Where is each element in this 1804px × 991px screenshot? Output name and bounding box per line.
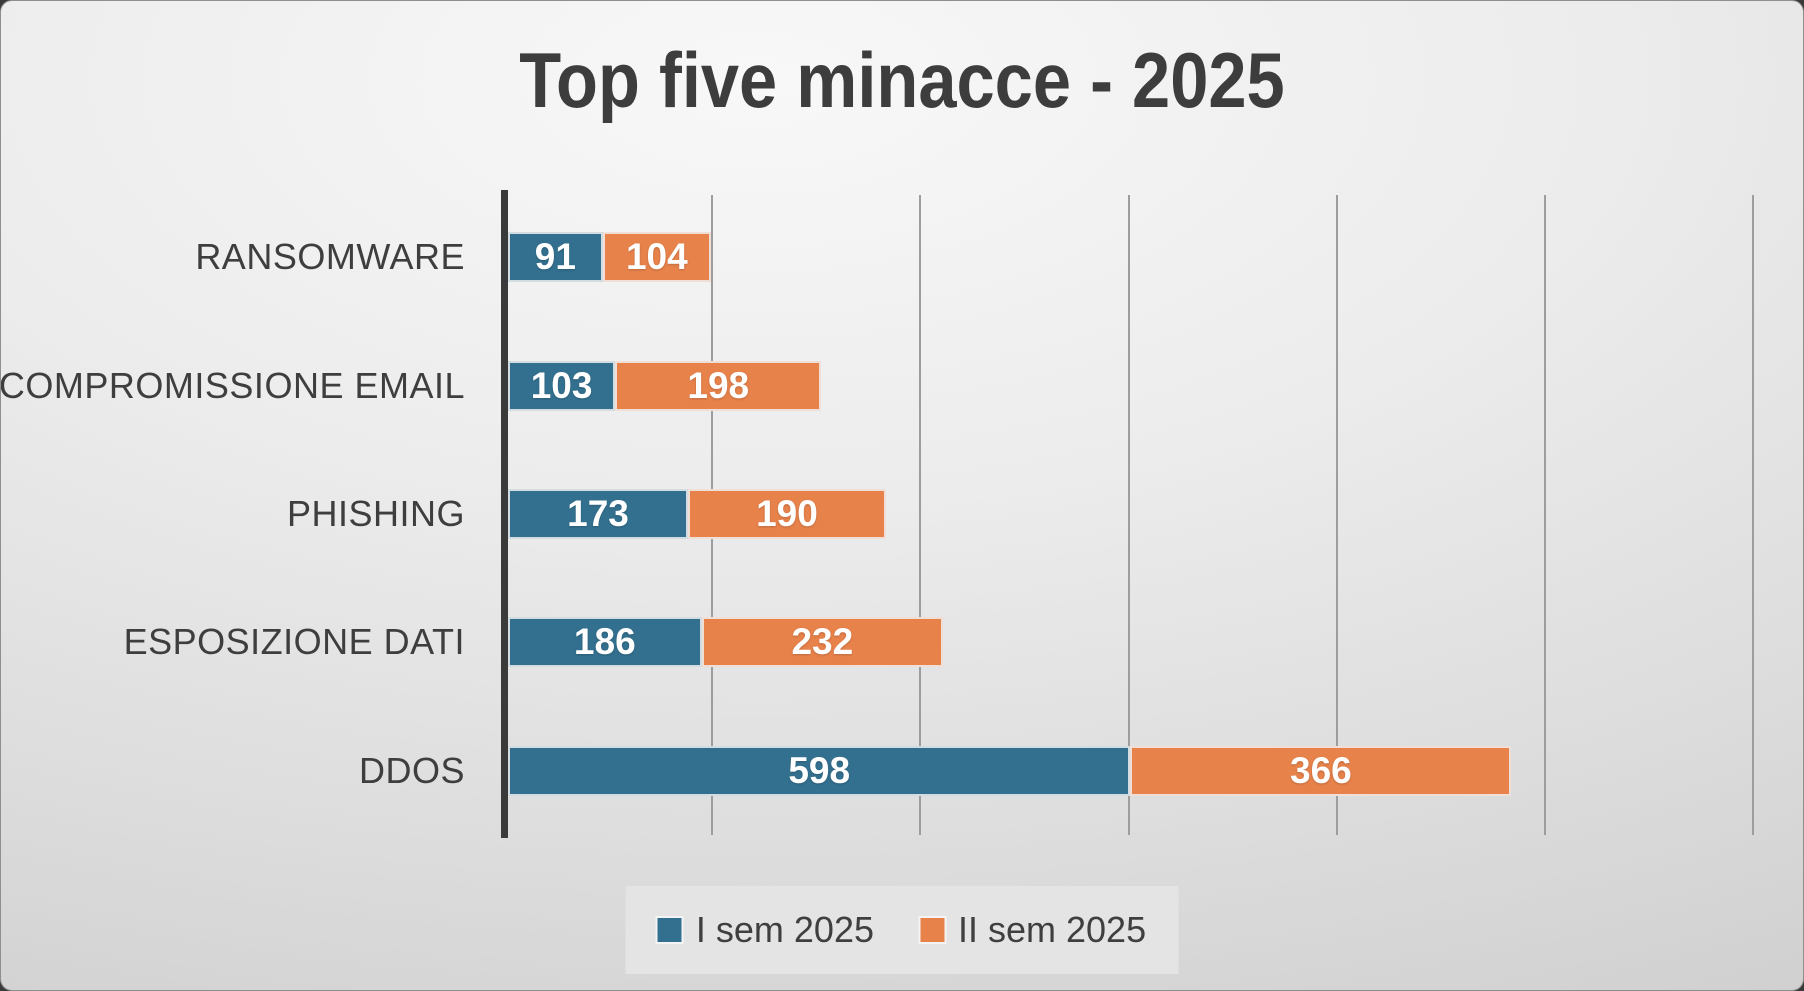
bar-segment-series1: 186 xyxy=(508,617,702,668)
value-label: 91 xyxy=(534,236,576,278)
value-label: 198 xyxy=(687,364,750,406)
bar-segment-series1: 103 xyxy=(508,360,616,411)
bar-segment-series1: 91 xyxy=(508,232,603,283)
bar-row: 91 104 xyxy=(508,193,1757,321)
chart-title-text: Top five minacce - 2025 xyxy=(519,36,1285,124)
gridline xyxy=(1543,195,1546,835)
bar-row: 173 190 xyxy=(508,450,1757,578)
value-label: 366 xyxy=(1290,749,1352,791)
value-label: 173 xyxy=(567,493,629,535)
legend-item: II sem 2025 xyxy=(920,909,1146,951)
value-label: 103 xyxy=(530,364,593,406)
value-label: 186 xyxy=(573,621,636,663)
legend-label: I sem 2025 xyxy=(695,909,874,950)
bar-row: 598 366 xyxy=(508,707,1757,835)
bar-segment-series1: 173 xyxy=(508,489,689,540)
gridline xyxy=(1335,195,1338,835)
category-label: COMPROMISSIONE EMAIL xyxy=(0,364,465,406)
bar-row: 103 198 xyxy=(508,321,1757,449)
bar-segment-series2: 104 xyxy=(602,232,711,283)
chart-title: Top five minacce - 2025 xyxy=(1,41,1803,119)
value-axis-line xyxy=(501,190,508,838)
plot-area: 91 104 103 198 173 190 186 232 598 366 xyxy=(501,190,1754,838)
category-label: ESPOSIZIONE DATI xyxy=(123,621,465,663)
bar-segment-series1: 598 xyxy=(508,745,1131,796)
legend: I sem 2025 II sem 2025 xyxy=(625,886,1179,974)
legend-swatch-icon xyxy=(920,918,944,942)
value-label: 232 xyxy=(791,621,854,663)
gridline xyxy=(1127,195,1130,835)
legend-swatch-icon xyxy=(657,918,682,942)
bar-segment-series2: 190 xyxy=(688,489,886,540)
bar-segment-series2: 198 xyxy=(615,360,822,411)
legend-item: I sem 2025 xyxy=(657,909,874,951)
bar-row: 186 232 xyxy=(508,578,1757,706)
bars: 91 104 103 198 173 190 186 232 598 366 xyxy=(508,193,1757,835)
bar-segment-series2: 366 xyxy=(1130,745,1512,796)
value-label: 598 xyxy=(788,749,851,791)
category-label: DDOS xyxy=(358,749,465,791)
legend-label: II sem 2025 xyxy=(958,909,1147,950)
gridline xyxy=(919,195,922,835)
gridline xyxy=(1752,195,1754,835)
category-label: PHISHING xyxy=(286,493,465,535)
category-axis-labels: RANSOMWARE COMPROMISSIONE EMAIL PHISHING ES… xyxy=(1,193,504,835)
value-label: 104 xyxy=(625,236,688,278)
bar-segment-series2: 232 xyxy=(701,617,944,668)
category-label: RANSOMWARE xyxy=(195,236,465,278)
value-label: 190 xyxy=(756,493,818,535)
